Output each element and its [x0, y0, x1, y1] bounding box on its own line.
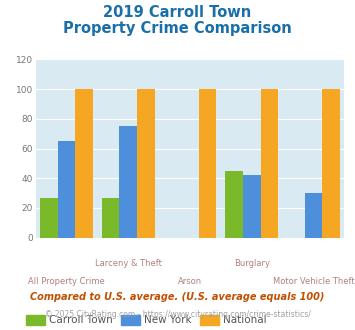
Text: © 2025 CityRating.com - https://www.cityrating.com/crime-statistics/: © 2025 CityRating.com - https://www.city… [45, 310, 310, 318]
Legend: Carroll Town, New York, National: Carroll Town, New York, National [22, 311, 271, 329]
Bar [199, 89, 217, 238]
Text: All Property Crime: All Property Crime [28, 277, 105, 286]
Text: Arson: Arson [178, 277, 202, 286]
Bar [322, 89, 340, 238]
Bar [243, 175, 261, 238]
Text: Property Crime Comparison: Property Crime Comparison [63, 21, 292, 36]
Text: Motor Vehicle Theft: Motor Vehicle Theft [273, 277, 354, 286]
Bar [119, 126, 137, 238]
Bar [137, 89, 155, 238]
Text: Larceny & Theft: Larceny & Theft [95, 259, 162, 268]
Bar [40, 197, 58, 238]
Bar [58, 141, 75, 238]
Bar [75, 89, 93, 238]
Bar [305, 193, 322, 238]
Bar [261, 89, 278, 238]
Bar [225, 171, 243, 238]
Text: Burglary: Burglary [234, 259, 270, 268]
Bar [102, 197, 119, 238]
Text: Compared to U.S. average. (U.S. average equals 100): Compared to U.S. average. (U.S. average … [30, 292, 325, 302]
Text: 2019 Carroll Town: 2019 Carroll Town [103, 5, 252, 20]
